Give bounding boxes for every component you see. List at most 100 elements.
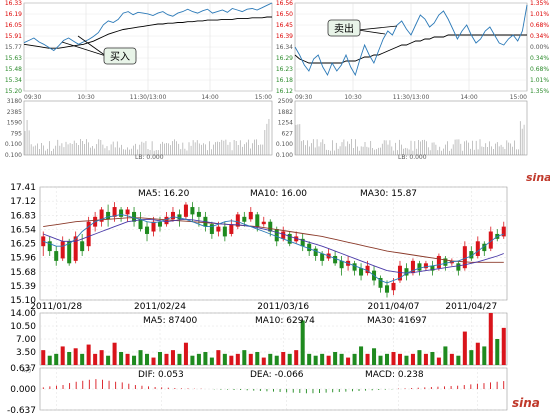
volume-bar bbox=[112, 342, 117, 365]
right-pct-tick: 0.68% bbox=[530, 66, 549, 73]
volume-bar bbox=[333, 352, 338, 365]
left-vol-tick: 0.100 bbox=[5, 141, 22, 148]
candle-body bbox=[352, 263, 357, 271]
candle-body bbox=[67, 241, 72, 264]
dif-label: DIF: 0.053 bbox=[138, 370, 184, 380]
candle-body bbox=[183, 204, 188, 217]
right-time-tick: 15:00 bbox=[510, 94, 527, 101]
candle-body bbox=[209, 224, 214, 234]
candle-body bbox=[235, 214, 240, 227]
candle-body bbox=[80, 241, 85, 252]
volume-bar bbox=[281, 352, 286, 365]
right-pct-tick: 0.34% bbox=[530, 33, 549, 40]
volume-bar bbox=[60, 346, 65, 365]
volume-bar bbox=[274, 355, 279, 365]
candle-body bbox=[145, 226, 150, 234]
left-ytick: 15.77 bbox=[5, 44, 22, 51]
right-vol-tick: 0.100 bbox=[276, 141, 293, 148]
right-intraday-panel: 16.56 16.50 16.45 16.39 16.34 16.29 16.23 16.18… bbox=[276, 0, 550, 161]
volume-bar bbox=[209, 357, 214, 365]
candle-body bbox=[443, 258, 448, 266]
left-price-line bbox=[23, 2, 273, 52]
right-pct-tick: 1.35% bbox=[530, 0, 549, 7]
kline-ytick: 15.96 bbox=[10, 254, 36, 264]
right-time-tick: 10:30 bbox=[344, 94, 361, 101]
left-ytick: 16.05 bbox=[5, 22, 22, 29]
volume-bar bbox=[443, 346, 448, 365]
right-ytick: 16.50 bbox=[276, 11, 293, 18]
candle-body bbox=[456, 263, 461, 271]
volume-bar bbox=[462, 331, 467, 365]
volume-bar bbox=[255, 352, 260, 365]
dea-label: DEA: -0.066 bbox=[250, 370, 304, 380]
right-pct-tick: 0.00% bbox=[530, 44, 549, 51]
volume-bar bbox=[417, 350, 422, 365]
right-pct-tick: 0.34% bbox=[530, 55, 549, 62]
candle-body bbox=[475, 241, 480, 256]
left-time-tick: 14:00 bbox=[201, 94, 218, 101]
left-vol-tick: 795 bbox=[11, 130, 23, 137]
volume-bar bbox=[183, 342, 188, 365]
candle-body bbox=[112, 207, 117, 217]
volume-bar bbox=[410, 353, 415, 365]
left-ytick: 15.63 bbox=[5, 55, 22, 62]
vol-ma30-label: MA30: 41697 bbox=[367, 316, 427, 326]
candle-body bbox=[410, 260, 415, 274]
candle-body bbox=[242, 216, 247, 222]
kline-date-label: 2011/04/27 bbox=[445, 302, 497, 312]
volume-bar bbox=[449, 353, 454, 365]
volume-bar bbox=[106, 355, 111, 365]
right-lb-label: LB: 0.000 bbox=[398, 154, 427, 161]
left-vol-tick: 0.100 bbox=[5, 152, 22, 159]
candle-body bbox=[164, 216, 169, 225]
volume-bar bbox=[456, 355, 461, 365]
right-time-tick: 11:30/13:00 bbox=[393, 94, 430, 101]
volume-bar bbox=[73, 348, 78, 365]
ma10-line bbox=[43, 218, 504, 274]
candle-body bbox=[430, 265, 435, 271]
left-vol-tick: 2385 bbox=[7, 109, 22, 116]
volume-bar bbox=[196, 353, 201, 365]
candle-body bbox=[417, 263, 422, 271]
left-vol-tick: 1590 bbox=[7, 120, 22, 127]
right-vol-tick: 627 bbox=[282, 130, 294, 137]
candle-body bbox=[190, 207, 195, 215]
candle-body bbox=[196, 211, 201, 217]
candle-body bbox=[482, 243, 487, 252]
right-vol-tick: 0.100 bbox=[276, 152, 293, 159]
kline-ytick: 15.10 bbox=[10, 296, 36, 306]
right-price-line bbox=[294, 4, 528, 77]
candle-body bbox=[132, 211, 137, 222]
candle-body bbox=[307, 243, 312, 252]
candle-body bbox=[320, 253, 325, 261]
left-ytick: 15.91 bbox=[5, 33, 22, 40]
left-ytick: 15.48 bbox=[5, 66, 22, 73]
left-ytick: 16.19 bbox=[5, 11, 22, 18]
volume-bar bbox=[339, 353, 344, 365]
volume-bar bbox=[307, 353, 312, 365]
kline-date-label: 2011/03/16 bbox=[257, 302, 309, 312]
kline-ytick: 15.39 bbox=[10, 282, 36, 292]
candle-body bbox=[106, 211, 111, 220]
candle-body bbox=[248, 211, 253, 220]
volume-bar bbox=[469, 350, 474, 365]
volume-bar bbox=[222, 353, 227, 365]
candle-body bbox=[333, 255, 338, 264]
volume-bar bbox=[313, 355, 318, 365]
volume-bar bbox=[372, 348, 377, 365]
volume-bar bbox=[397, 353, 402, 365]
left-ytick: 16.33 bbox=[5, 0, 22, 7]
volume-bar bbox=[404, 355, 409, 365]
volume-bar bbox=[501, 327, 506, 365]
volume-bar bbox=[145, 353, 150, 365]
sell-label: 卖出 bbox=[334, 22, 354, 35]
kline-date-label: 2011/04/07 bbox=[368, 302, 420, 312]
candle-body bbox=[170, 211, 175, 220]
volume-bar bbox=[430, 352, 435, 365]
volume-bar bbox=[378, 355, 383, 365]
volume-bar bbox=[300, 320, 305, 365]
vol-ma10-label: MA10: 62974 bbox=[255, 316, 315, 326]
volume-bar bbox=[320, 353, 325, 365]
right-vol-tick: 2509 bbox=[278, 98, 293, 105]
volume-bar bbox=[125, 353, 130, 365]
